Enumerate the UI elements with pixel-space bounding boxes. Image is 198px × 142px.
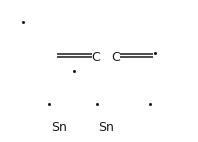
Text: Sn: Sn	[51, 121, 67, 134]
Text: Sn: Sn	[98, 121, 114, 134]
Text: C: C	[92, 51, 100, 64]
Text: C: C	[111, 51, 120, 64]
